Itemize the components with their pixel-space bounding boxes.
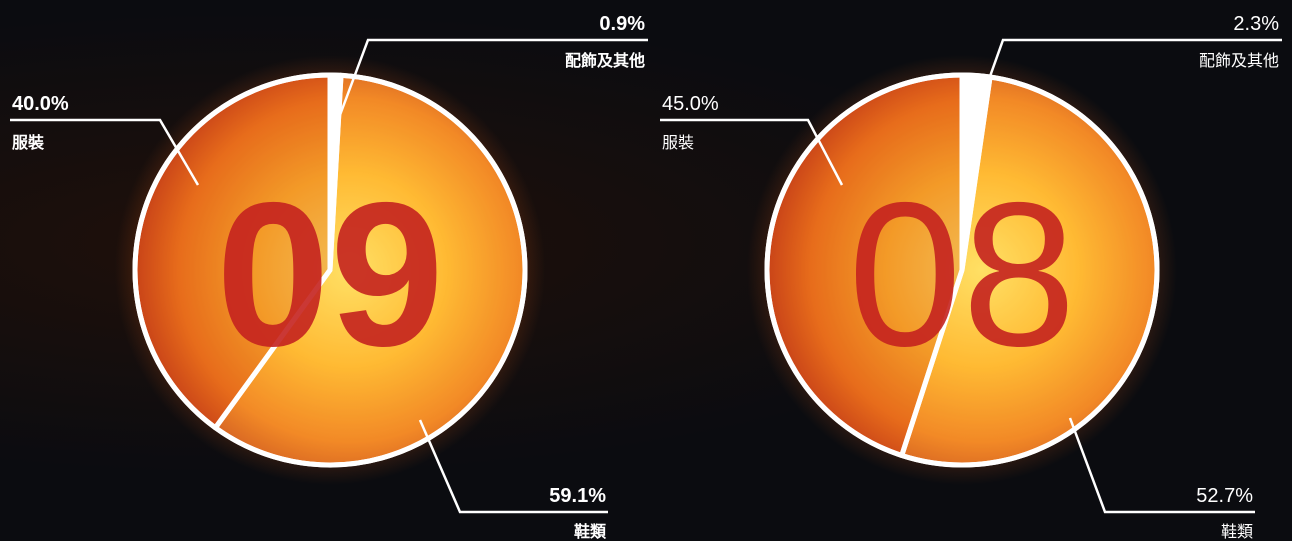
leader-line-footwear <box>1068 417 1255 514</box>
slice-name-label: 服裝 <box>12 133 45 152</box>
year-number: 09 <box>216 160 444 389</box>
slice-value-label: 0.9% <box>599 13 645 35</box>
slice-value-label: 59.1% <box>549 485 606 507</box>
leader-line-accessories <box>338 38 648 116</box>
pie-rim <box>132 72 528 468</box>
slice-name-label: 鞋類 <box>1221 522 1253 541</box>
slice-value-label: 52.7% <box>1196 485 1253 507</box>
pie-rim <box>764 72 1160 468</box>
slice-value-label: 45.0% <box>662 93 719 115</box>
slice-name-label: 服裝 <box>662 133 694 152</box>
slice-name-label: 配飾及其他 <box>1199 51 1279 70</box>
leader-line-apparel <box>660 118 844 186</box>
slice-value-label: 2.3% <box>1233 13 1279 35</box>
pie-chart-2008: 08 2.3% 配飾及其他 45.0% 服裝 52.7% 鞋類 <box>660 13 1282 541</box>
slice-name-label: 鞋類 <box>574 522 607 541</box>
leader-line-apparel <box>10 118 200 186</box>
slice-name-label: 配飾及其他 <box>565 51 645 70</box>
leader-line-accessories <box>976 38 1282 111</box>
leader-line-footwear <box>418 419 608 514</box>
slice-value-label: 40.0% <box>12 93 69 115</box>
year-number: 08 <box>848 160 1076 389</box>
pie-chart-2009: 09 0.9% 配飾及其他 40.0% 服裝 59.1% 鞋類 <box>10 13 648 541</box>
